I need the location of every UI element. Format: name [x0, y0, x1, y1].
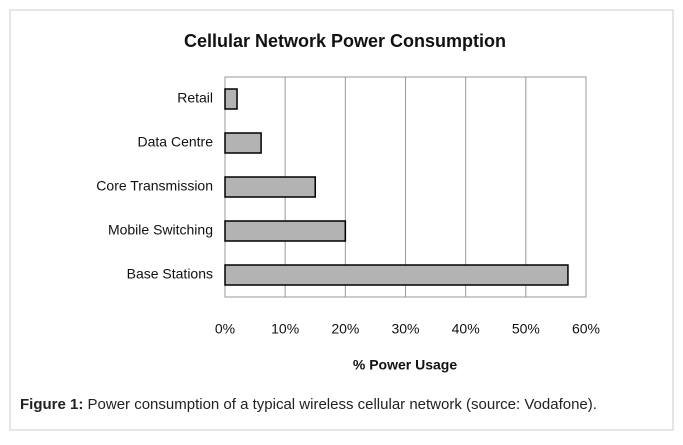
x-tick-label: 20%	[331, 321, 359, 337]
x-tick-label: 0%	[215, 321, 235, 337]
caption: Figure 1: Power consumption of a typical…	[20, 393, 670, 417]
y-tick-label: Base Stations	[127, 266, 213, 282]
bar	[224, 88, 238, 110]
y-tick-label: Data Centre	[138, 134, 214, 150]
x-tick-label: 30%	[391, 321, 419, 337]
x-tick-label: 10%	[271, 321, 299, 337]
bar	[224, 132, 262, 154]
chart-title: Cellular Network Power Consumption	[184, 31, 506, 51]
x-tick-label: 50%	[512, 321, 540, 337]
caption-label: Figure 1:	[20, 396, 84, 413]
y-tick-label: Mobile Switching	[108, 222, 213, 238]
x-tick-label: 60%	[572, 321, 600, 337]
figure-frame	[9, 9, 674, 431]
x-tick-label: 40%	[452, 321, 480, 337]
bar	[224, 220, 347, 242]
y-tick-label: Core Transmission	[96, 178, 213, 194]
x-axis-label: % Power Usage	[353, 357, 457, 373]
caption-text: Power consumption of a typical wireless …	[87, 396, 597, 413]
bar	[224, 176, 316, 198]
bar	[224, 264, 569, 286]
y-tick-label: Retail	[177, 90, 213, 106]
